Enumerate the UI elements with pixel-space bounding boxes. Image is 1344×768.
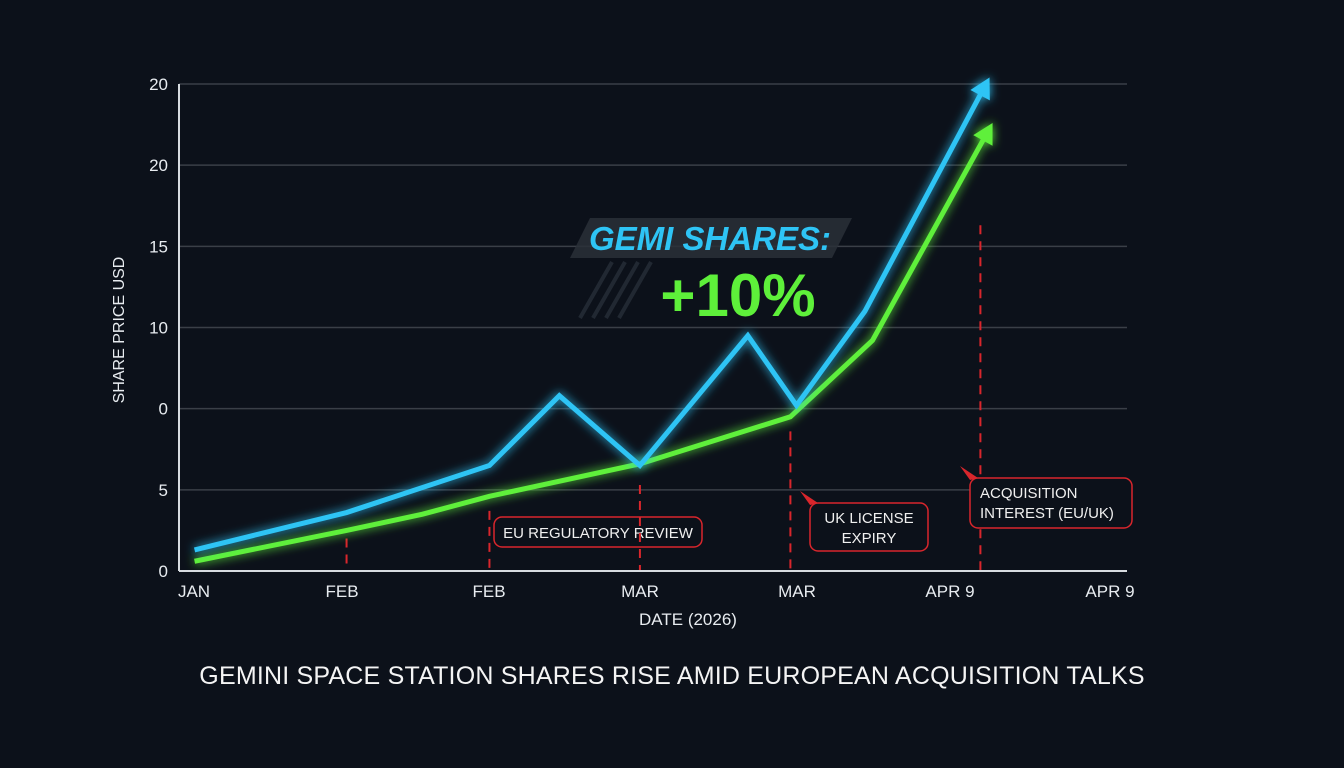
callout-stripes xyxy=(578,261,653,319)
series-line-group xyxy=(194,122,993,564)
y-tick-label: 20 xyxy=(149,156,168,175)
y-tick-label: 0 xyxy=(159,400,168,419)
x-tick-label: JAN xyxy=(178,582,210,601)
callout-value: +10% xyxy=(660,262,815,329)
event-pointer xyxy=(960,466,978,480)
x-axis-label: DATE (2026) xyxy=(639,610,737,629)
event-label: UK LICENSE xyxy=(824,510,913,527)
callout-headline: GEMI SHARES: xyxy=(589,220,831,257)
chart-title: GEMINI SPACE STATION SHARES RISE AMID EU… xyxy=(199,662,1145,690)
y-tick-label: 0 xyxy=(159,562,168,581)
y-tick-label: 15 xyxy=(149,237,168,256)
series-line xyxy=(193,88,986,553)
event-markers: EU REGULATORY REVIEW UK LICENSE EXPIRY ACQU… xyxy=(345,225,1133,571)
callout-band xyxy=(570,218,852,258)
event-label-box xyxy=(809,502,929,552)
x-tick-label: FEB xyxy=(325,582,358,601)
event-label: EU REGULATORY REVIEW xyxy=(503,525,694,542)
x-tick-label: APR 9 xyxy=(1085,582,1134,601)
x-tick-label: MAR xyxy=(621,582,659,601)
series xyxy=(193,77,993,564)
event-pointer xyxy=(800,491,818,505)
event-label: INTEREST (EU/UK) xyxy=(980,505,1114,522)
y-tick-label: 5 xyxy=(159,481,168,500)
event-label-box xyxy=(969,477,1133,529)
x-tick-label: APR 9 xyxy=(925,582,974,601)
event-label: ACQUISITION xyxy=(980,485,1078,502)
series-line-group xyxy=(193,77,990,553)
event-label-box xyxy=(493,516,703,548)
grid xyxy=(179,83,1127,491)
arrowhead-icon xyxy=(970,77,990,101)
y-axis-label: SHARE PRICE USD xyxy=(111,257,128,404)
x-tick-label: FEB xyxy=(472,582,505,601)
y-axis-ticks: 0 5 0 10 15 20 20 xyxy=(149,75,168,581)
callout: GEMI SHARES: +10% xyxy=(570,218,852,329)
series-line xyxy=(194,134,988,564)
event-label: EXPIRY xyxy=(842,530,897,547)
y-tick-label: 20 xyxy=(149,75,168,94)
arrowhead-icon xyxy=(973,122,993,146)
y-tick-label: 10 xyxy=(149,319,168,338)
x-tick-label: MAR xyxy=(778,582,816,601)
x-axis-ticks: JAN FEB FEB MAR MAR APR 9 APR 9 xyxy=(178,582,1135,601)
